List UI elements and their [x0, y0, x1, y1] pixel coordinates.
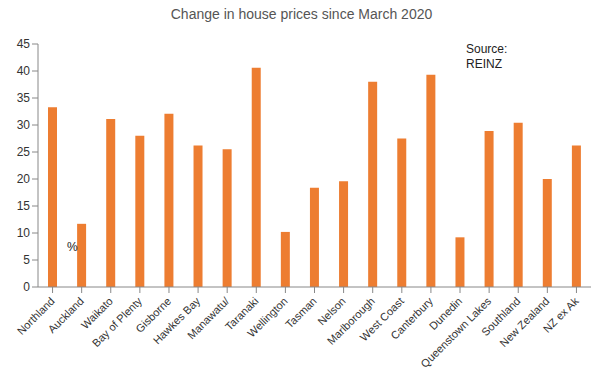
svg-text:30: 30	[17, 118, 31, 132]
html-text:REINZ: REINZ	[466, 57, 502, 71]
svg-text:Waikato: Waikato	[78, 294, 115, 332]
svg-text:40: 40	[17, 64, 31, 78]
svg-text:10: 10	[17, 226, 31, 240]
svg-text:20: 20	[17, 172, 31, 186]
svg-text:0: 0	[23, 280, 30, 294]
svg-text:Tasman: Tasman	[283, 295, 319, 331]
svg-text:Marlborough: Marlborough	[324, 294, 377, 347]
svg-text:Wellington: Wellington	[245, 295, 290, 340]
svg-text:Queenstown Lakes: Queenstown Lakes	[418, 294, 494, 370]
svg-text:Southland: Southland	[479, 294, 523, 339]
svg-text:Canterbury: Canterbury	[388, 294, 435, 341]
svg-text:Manawatu/: Manawatu/	[185, 294, 232, 341]
svg-text:Auckland: Auckland	[45, 295, 85, 335]
svg-text:Dunedin: Dunedin	[426, 294, 465, 333]
html-text:Source:: Source:	[466, 42, 508, 56]
svg-text:Bay of Plenty: Bay of Plenty	[90, 294, 145, 349]
svg-text:Nelson: Nelson	[315, 294, 348, 328]
svg-text:Taranaki: Taranaki	[222, 294, 261, 333]
svg-text:25: 25	[17, 145, 31, 159]
svg-text:35: 35	[17, 91, 31, 105]
svg-text:15: 15	[17, 199, 31, 213]
html-text:Change in house prices since M: Change in house prices since March 2020	[170, 6, 433, 22]
svg-text:Northland: Northland	[14, 294, 57, 337]
svg-text:Gisborne: Gisborne	[133, 294, 174, 335]
svg-text:45: 45	[17, 37, 31, 51]
svg-text:Hawkes Bay: Hawkes Bay	[150, 294, 203, 347]
svg-text:New Zealand: New Zealand	[497, 295, 551, 349]
svg-text:NZ ex Ak: NZ ex Ak	[541, 294, 581, 334]
svg-text:5: 5	[23, 253, 30, 267]
svg-text:West Coast: West Coast	[357, 294, 407, 344]
